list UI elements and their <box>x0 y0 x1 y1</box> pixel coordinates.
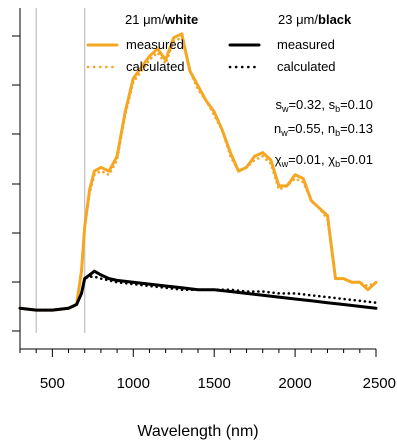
axes: 500 1000 1500 2000 2500 <box>12 8 396 392</box>
x-tick-label-2500: 2500 <box>363 375 396 392</box>
x-tick-label-1500: 1500 <box>197 375 230 392</box>
legend-label-black-calculated: calculated <box>277 59 336 74</box>
annotation-block: sw=0.32, sb=0.10 nw=0.55, nb=0.13 χw=0.01,… <box>274 97 373 169</box>
x-tick-label-500: 500 <box>40 375 65 392</box>
plot-series <box>18 32 378 312</box>
legend-head-black: 23 μm/black <box>278 12 352 27</box>
vertical-marker-lines <box>35 8 86 333</box>
x-tick-label-1000: 1000 <box>117 375 150 392</box>
annotation-line-3: χw=0.01, χb=0.01 <box>275 152 373 169</box>
legend-label-white-calculated: calculated <box>126 59 185 74</box>
series-white-measured <box>18 32 378 312</box>
legend-head-white: 21 μm/white <box>125 12 198 27</box>
series-black-calculated <box>18 275 378 312</box>
annotation-line-1: sw=0.32, sb=0.10 <box>275 97 373 114</box>
legend-label-black-measured: measured <box>277 37 335 52</box>
x-axis-label: Wavelength (nm) <box>137 423 258 440</box>
x-tick-label-2000: 2000 <box>278 375 311 392</box>
annotation-line-2: nw=0.55, nb=0.13 <box>274 121 373 138</box>
legend: 21 μm/white measured calculated 23 μm/black… <box>86 12 352 74</box>
series-black-measured <box>18 269 378 312</box>
series-white-calculated <box>18 36 378 312</box>
legend-label-white-measured: measured <box>126 37 184 52</box>
